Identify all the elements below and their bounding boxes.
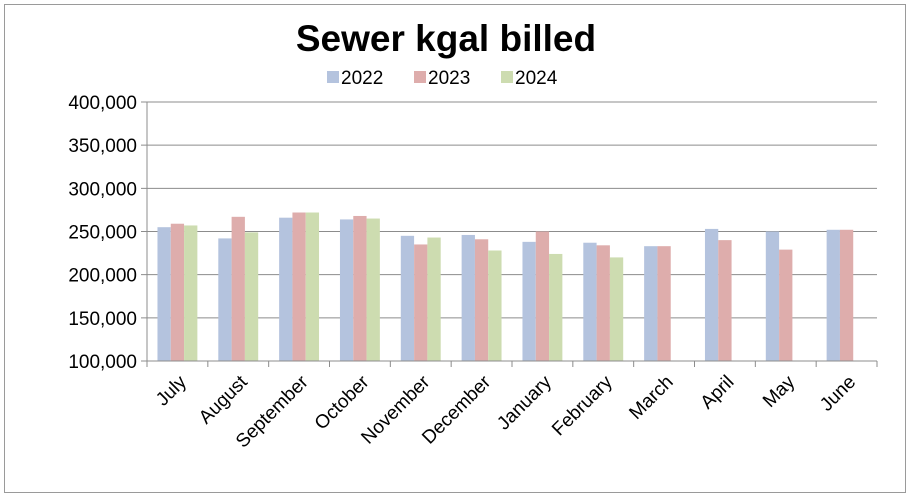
- bar-2024-january: [549, 253, 563, 361]
- bar-2022-may: [765, 231, 780, 361]
- bar-2024-november: [427, 237, 441, 361]
- bar-2023-july: [170, 223, 185, 361]
- bar-2023-september: [292, 212, 306, 361]
- bar-2024-september: [305, 212, 320, 361]
- axes: [146, 102, 878, 367]
- bar-2023-may: [779, 249, 793, 361]
- bar-2024-october: [366, 218, 380, 361]
- y-tick-label: 350,000: [68, 136, 137, 157]
- chart-title: Sewer kgal billed: [296, 18, 596, 59]
- bar-2023-august: [231, 216, 245, 361]
- x-tick-label: January: [493, 371, 556, 434]
- bars: [157, 212, 854, 361]
- x-tick-label: March: [625, 372, 677, 424]
- chart-frame: [4, 4, 906, 493]
- bar-2023-june: [839, 229, 854, 361]
- x-axis-ticks: July AugustSeptemberOctoberNovemberDecemb…: [152, 371, 860, 452]
- legend-label-2024: 2024: [515, 68, 558, 89]
- x-tick-label: May: [759, 371, 800, 412]
- bar-2022-october: [339, 219, 354, 361]
- x-tick-label: April: [697, 372, 739, 414]
- x-tick-label: August: [195, 371, 252, 428]
- bar-2022-december: [461, 234, 475, 361]
- bar-2023-october: [353, 215, 367, 361]
- bar-2022-february: [583, 242, 597, 361]
- y-tick-label: 200,000: [68, 266, 137, 287]
- bar-2023-january: [535, 231, 550, 361]
- x-tick-label: February: [548, 371, 617, 440]
- y-tick-label: 100,000: [68, 352, 137, 373]
- y-tick-label: 150,000: [68, 309, 137, 330]
- bar-2024-december: [488, 250, 502, 361]
- bar-2023-december: [474, 239, 489, 361]
- bar-2022-april: [704, 228, 719, 361]
- bar-2022-november: [400, 235, 415, 361]
- bar-2023-april: [718, 240, 732, 361]
- legend-label-2023: 2023: [428, 68, 470, 89]
- bar-2022-june: [826, 229, 840, 361]
- bar-2024-february: [609, 257, 624, 361]
- y-tick-label: 400,000: [68, 93, 137, 114]
- legend-label-2022: 2022: [341, 68, 383, 89]
- bar-2022-september: [279, 217, 293, 361]
- bar-2022-july: [157, 227, 171, 361]
- y-axis-ticks: 100,000 150,000 200,000 250,000 300,000 350,0…: [68, 93, 137, 373]
- bar-2023-november: [414, 244, 428, 361]
- legend: 2022 2023 2024: [327, 68, 558, 89]
- legend-swatch-2023: [414, 71, 426, 83]
- legend-swatch-2024: [501, 71, 513, 83]
- x-tick-label: July: [152, 371, 191, 410]
- bar-2024-august: [244, 232, 259, 361]
- bar-2022-march: [644, 246, 658, 361]
- y-tick-label: 300,000: [68, 179, 137, 200]
- bar-2023-march: [657, 246, 671, 361]
- bar-2022-january: [522, 241, 536, 361]
- x-tick-label: October: [311, 371, 374, 434]
- x-tick-label: June: [816, 372, 860, 416]
- y-tick-label: 250,000: [68, 223, 137, 244]
- bar-2024-july: [184, 225, 198, 361]
- bar-2023-february: [596, 245, 610, 361]
- legend-swatch-2022: [327, 71, 339, 83]
- bar-2022-august: [218, 238, 232, 361]
